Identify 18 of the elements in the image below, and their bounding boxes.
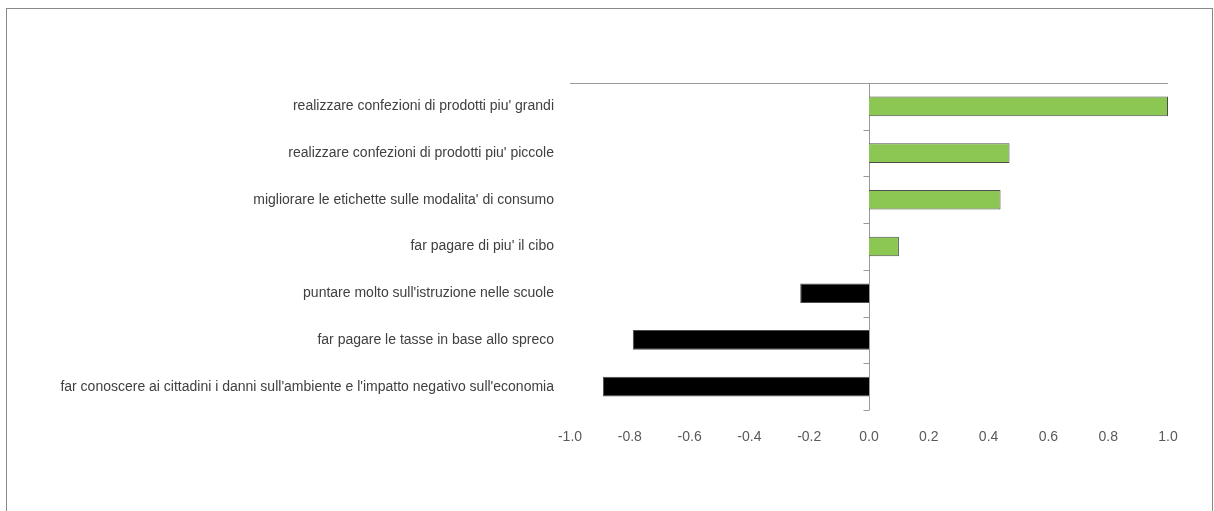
y-tick-label: realizzare confezioni di prodotti piu' piccole — [288, 143, 555, 160]
x-tick-label: -0.2 — [797, 428, 822, 445]
y-tick-label: puntare molto sull'istruzione nelle scuole — [303, 284, 555, 301]
x-tick-label: 0.8 — [1098, 428, 1119, 445]
x-tick-label: -0.6 — [677, 428, 702, 445]
y-tick-label: far pagare di piu' il cibo — [410, 237, 555, 254]
x-tick-label: -0.4 — [737, 428, 762, 445]
y-tick-label: far conoscere ai cittadini i danni sull'ambiente e l'impatto negativo sull'economia — [60, 377, 555, 394]
x-tick-label: 0.4 — [978, 428, 999, 445]
y-tick-label: realizzare confezioni di prodotti piu' grandi — [292, 97, 554, 114]
x-tick-label: -1.0 — [557, 428, 583, 445]
y-tick-label: far pagare le tasse in base allo spreco — [317, 330, 555, 347]
x-tick-label: -0.8 — [617, 428, 643, 445]
x-tick-label: 0.0 — [859, 428, 879, 445]
x-tick-label: 0.6 — [1038, 428, 1059, 445]
x-tick-label: 0.2 — [919, 428, 939, 445]
x-tick-label: 1.0 — [1158, 428, 1178, 445]
y-tick-label: migliorare le etichette sulle modalita' di consumo — [253, 190, 555, 207]
